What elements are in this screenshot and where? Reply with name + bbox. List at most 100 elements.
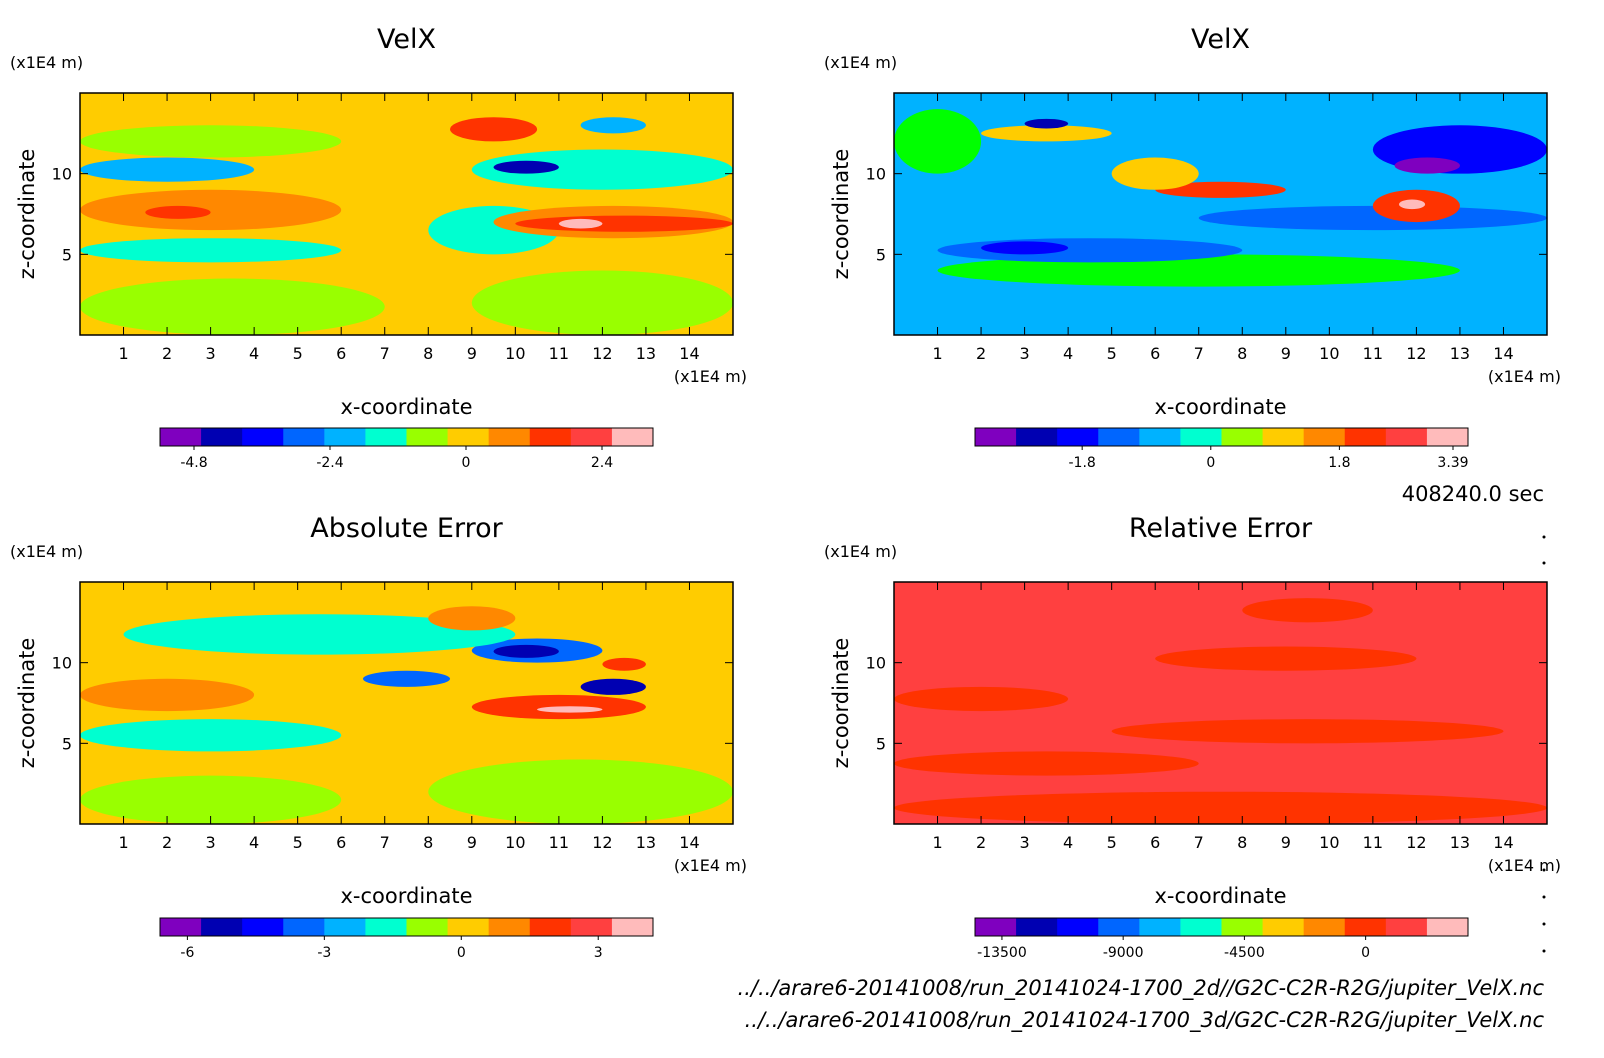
heatmap-region-12 [471, 149, 733, 190]
edge-dot [1542, 922, 1546, 926]
plot-frame [893, 581, 1548, 825]
colorbar-swatch [611, 428, 654, 446]
x-tick-label: 13 [636, 344, 656, 363]
colorbar-swatch [324, 918, 366, 936]
y-unit-label: (x1E4 m) [824, 53, 897, 72]
colorbar-swatch [1426, 918, 1469, 936]
heatmap-area [80, 582, 733, 824]
colorbar-swatch [1057, 918, 1099, 936]
colorbar-swatch [488, 918, 531, 936]
heatmap-region-2 [80, 775, 342, 824]
colorbar-swatch [406, 428, 449, 446]
chart-title: VelX [1191, 24, 1250, 55]
colorbar-frame [159, 917, 654, 937]
heatmap-region-1 [894, 286, 1547, 335]
colorbar-swatch [1385, 918, 1428, 936]
x-tick-label: 10 [505, 344, 525, 363]
heatmap-region-7 [1111, 157, 1199, 190]
edge-dot [1542, 868, 1546, 872]
x-unit-label: (x1E4 m) [1488, 367, 1561, 386]
heatmap-region-1 [80, 278, 385, 335]
colorbar-tick-label: -4.8 [180, 455, 207, 471]
x-tick-label: 13 [636, 833, 656, 852]
colorbar-swatch [447, 918, 490, 936]
x-tick-label: 8 [423, 833, 433, 852]
x-tick-label: 11 [1363, 833, 1383, 852]
x-unit-label: (x1E4 m) [674, 856, 747, 875]
heatmap-region-6 [537, 706, 603, 713]
colorbar-swatch [242, 428, 284, 446]
colorbar-swatch [1344, 918, 1387, 936]
x-tick-label: 7 [1194, 344, 1204, 363]
x-tick-label: 14 [679, 344, 699, 363]
x-tick-label: 14 [1493, 833, 1513, 852]
x-tick-label: 4 [1063, 344, 1073, 363]
colorbar-frame [159, 427, 654, 447]
y-unit-label: (x1E4 m) [10, 53, 83, 72]
colorbar-tick-label: 1.8 [1328, 455, 1350, 471]
x-tick-label: 2 [162, 833, 172, 852]
x-tick-label: 2 [976, 344, 986, 363]
heatmap-region-5 [145, 205, 211, 219]
heatmap-region-9 [1398, 199, 1426, 210]
colorbar-swatch [1098, 918, 1140, 936]
colorbar-tick-label: 0 [1361, 945, 1370, 961]
x-tick-label: 10 [1319, 344, 1339, 363]
y-tick-label: 10 [52, 654, 72, 673]
y-axis-label: z-coordinate [15, 638, 39, 769]
x-tick-label: 5 [293, 833, 303, 852]
x-tick-label: 9 [467, 833, 477, 852]
edge-dot [1542, 535, 1546, 539]
colorbar-swatch [1262, 918, 1305, 936]
x-tick-label: 12 [592, 833, 612, 852]
y-tick-label: 5 [62, 734, 72, 753]
colorbar-swatch [283, 428, 325, 446]
heatmap-region-3 [80, 719, 342, 752]
x-tick-label: 8 [1237, 344, 1247, 363]
heatmap-region-11 [1024, 118, 1069, 129]
x-tick-label: 1 [118, 833, 128, 852]
colorbar-swatch [1139, 918, 1181, 936]
x-axis-label: x-coordinate [1154, 884, 1286, 908]
colorbar-swatch [488, 428, 531, 446]
colorbar-tick-label: 3.39 [1437, 455, 1468, 471]
x-tick-label: 14 [679, 833, 699, 852]
colorbar-tick-label: 3 [594, 945, 603, 961]
heatmap-region-10 [580, 678, 646, 695]
x-tick-label: 4 [249, 833, 259, 852]
heatmap-region-2 [894, 751, 1199, 776]
colorbar-swatch [1016, 918, 1058, 936]
colorbar-frame [974, 427, 1469, 447]
heatmap-region-15 [580, 117, 646, 134]
x-tick-label: 5 [1107, 833, 1117, 852]
chart-title: Relative Error [1129, 513, 1313, 544]
x-tick-label: 11 [1363, 344, 1383, 363]
heatmap-region-10 [981, 125, 1112, 142]
x-tick-label: 1 [932, 833, 942, 852]
colorbar-swatch [1303, 918, 1346, 936]
colorbar-tick-label: 0 [1206, 455, 1215, 471]
heatmap-region-5 [1198, 205, 1547, 231]
colorbar-tick-label: 2.4 [591, 455, 613, 471]
colorbar: -1.8 0 1.8 3.39 [974, 427, 1469, 471]
colorbar-swatch [365, 428, 407, 446]
colorbar-tick-label: 0 [457, 945, 466, 961]
colorbar-swatch [529, 918, 572, 936]
chart-panel-2: VelX(x1E4 m)1 2 3 4 5 6 7 8 9 10 11 12 13 14510(x1E4 … [824, 24, 1561, 471]
heatmap-region-10 [515, 215, 733, 232]
chart-title: VelX [377, 24, 436, 55]
y-tick-label: 5 [876, 245, 886, 264]
edge-dot [1542, 949, 1546, 953]
heatmap-area [894, 582, 1547, 824]
heatmap-region-4 [80, 189, 342, 231]
colorbar-tick-label: -9000 [1103, 945, 1144, 961]
x-tick-label: 6 [336, 344, 346, 363]
colorbar-swatch [406, 918, 449, 936]
x-axis-label: x-coordinate [1154, 395, 1286, 419]
colorbar-swatch [1098, 428, 1140, 446]
colorbar-swatch [1180, 918, 1222, 936]
x-tick-label: 9 [1281, 833, 1291, 852]
heatmap-region-12 [428, 606, 516, 631]
colorbar-frame [974, 917, 1469, 937]
heatmap-region-3 [80, 238, 342, 263]
